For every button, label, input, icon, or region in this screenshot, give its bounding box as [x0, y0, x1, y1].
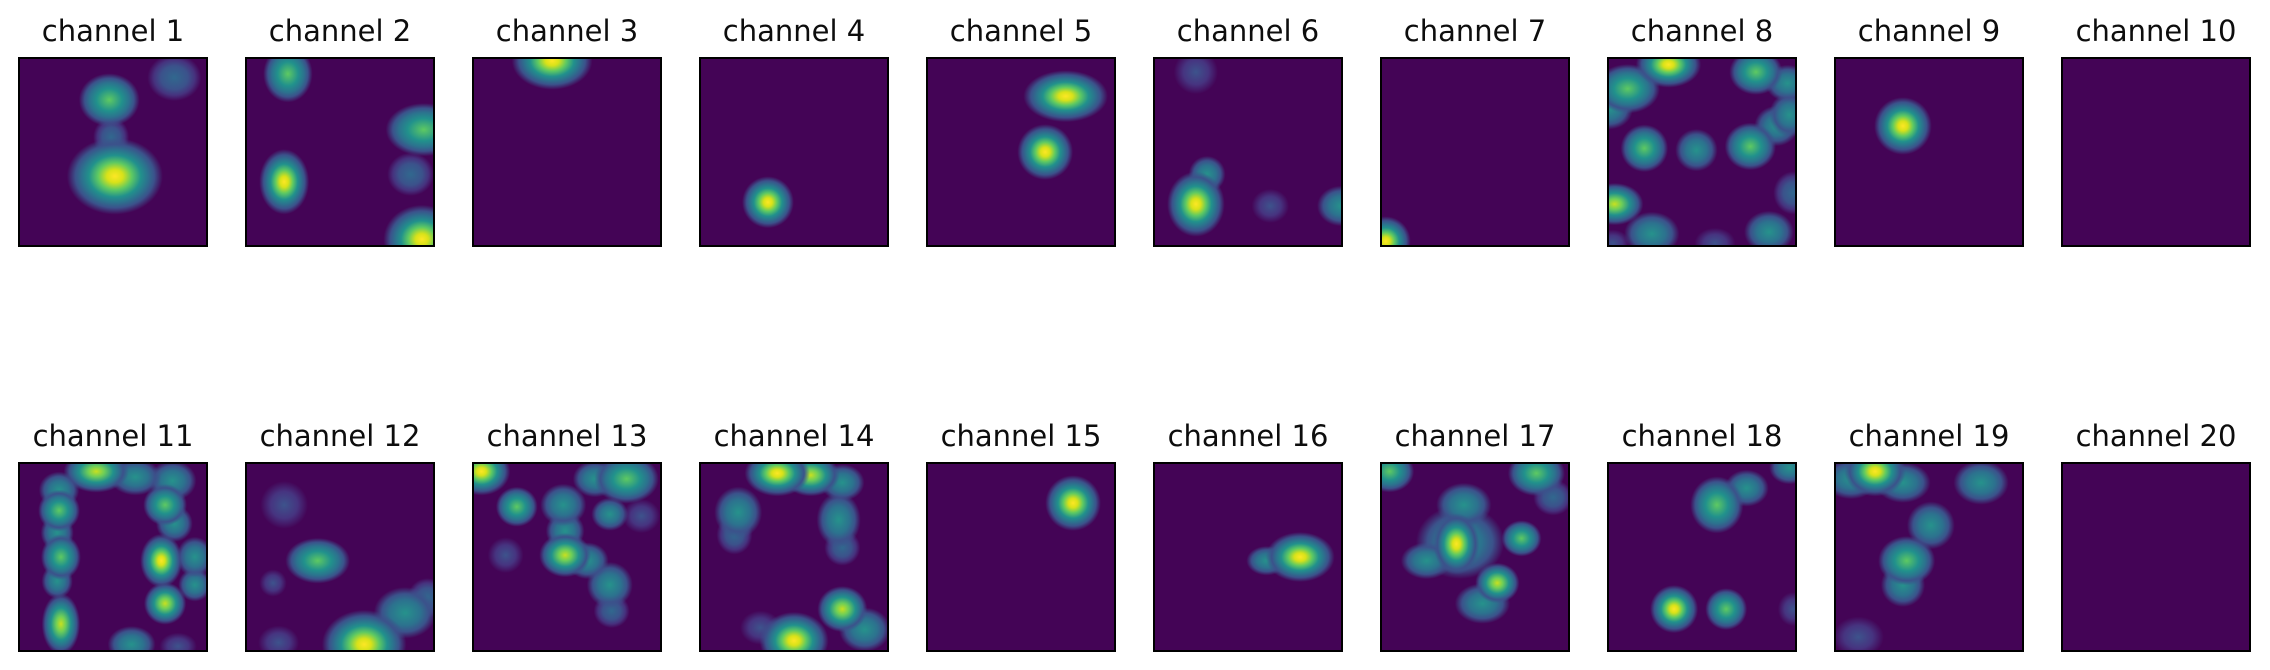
channel-title-4: channel 4 — [722, 14, 866, 48]
channel-title-9: channel 9 — [1857, 14, 2001, 48]
channel-heatmap-17 — [1380, 462, 1570, 652]
channel-heatmap-2 — [245, 57, 435, 247]
channel-title-14: channel 14 — [713, 419, 875, 453]
channel-heatmap-12 — [245, 462, 435, 652]
channel-heatmap-1 — [18, 57, 208, 247]
channel-title-5: channel 5 — [949, 14, 1093, 48]
channel-title-7: channel 7 — [1403, 14, 1547, 48]
channel-heatmap-19 — [1834, 462, 2024, 652]
channel-heatmap-18 — [1607, 462, 1797, 652]
channel-title-20: channel 20 — [2075, 419, 2237, 453]
channel-heatmap-4 — [699, 57, 889, 247]
channel-heatmap-14 — [699, 462, 889, 652]
channel-title-1: channel 1 — [41, 14, 185, 48]
channel-heatmap-11 — [18, 462, 208, 652]
channel-heatmap-16 — [1153, 462, 1343, 652]
channel-heatmap-6 — [1153, 57, 1343, 247]
channel-heatmap-7 — [1380, 57, 1570, 247]
channel-title-12: channel 12 — [259, 419, 421, 453]
channel-heatmap-8 — [1607, 57, 1797, 247]
channel-title-16: channel 16 — [1167, 419, 1329, 453]
channel-heatmap-9 — [1834, 57, 2024, 247]
channel-title-18: channel 18 — [1621, 419, 1783, 453]
channel-title-17: channel 17 — [1394, 419, 1556, 453]
channel-heatmap-10 — [2061, 57, 2251, 247]
channel-title-15: channel 15 — [940, 419, 1102, 453]
channel-heatmap-5 — [926, 57, 1116, 247]
channel-title-11: channel 11 — [32, 419, 194, 453]
channel-title-10: channel 10 — [2075, 14, 2237, 48]
channel-heatmap-20 — [2061, 462, 2251, 652]
channel-title-3: channel 3 — [495, 14, 639, 48]
channel-heatmap-3 — [472, 57, 662, 247]
channel-title-8: channel 8 — [1630, 14, 1774, 48]
channel-heatmap-15 — [926, 462, 1116, 652]
channel-title-2: channel 2 — [268, 14, 412, 48]
channel-heatmap-13 — [472, 462, 662, 652]
channel-title-6: channel 6 — [1176, 14, 1320, 48]
channel-title-19: channel 19 — [1848, 419, 2010, 453]
channel-title-13: channel 13 — [486, 419, 648, 453]
